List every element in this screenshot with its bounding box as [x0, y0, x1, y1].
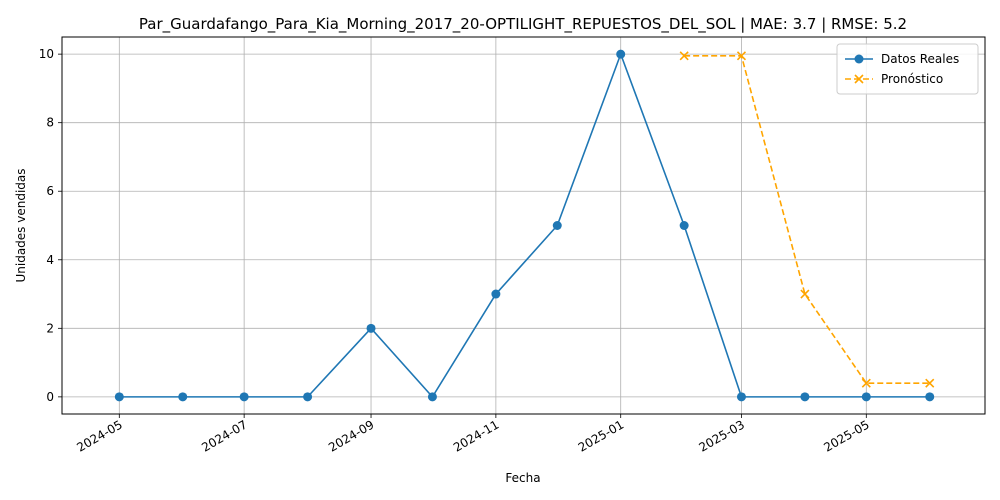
- data-point: [680, 221, 689, 230]
- x-tick-label: 2024-09: [326, 417, 376, 454]
- y-tick-label: 8: [46, 116, 54, 130]
- legend: Datos Reales Pronóstico: [837, 44, 978, 94]
- y-axis-ticks: 0 2 4 6 8 10: [39, 47, 62, 404]
- data-point: [616, 50, 625, 59]
- series-datos-reales: [115, 50, 934, 402]
- data-point: [862, 392, 871, 401]
- data-point: [428, 392, 437, 401]
- legend-marker: [855, 55, 864, 64]
- data-point: [115, 392, 124, 401]
- chart-title: Par_Guardafango_Para_Kia_Morning_2017_20…: [139, 15, 907, 34]
- x-tick-label: 2025-01: [576, 417, 626, 454]
- data-point: [737, 392, 746, 401]
- y-tick-label: 4: [46, 253, 54, 267]
- x-tick-label: 2024-11: [451, 417, 501, 454]
- x-axis-ticks: 2024-05 2024-07 2024-09 2024-11 2025-01 2025-…: [74, 414, 871, 455]
- data-point: [491, 290, 500, 299]
- data-point: [303, 392, 312, 401]
- x-axis-label: Fecha: [505, 471, 540, 485]
- series-pronostico: [680, 52, 934, 387]
- data-point: [178, 392, 187, 401]
- y-tick-label: 6: [46, 184, 54, 198]
- series-line: [119, 54, 929, 397]
- legend-label: Datos Reales: [881, 52, 959, 66]
- y-tick-label: 2: [46, 321, 54, 335]
- data-point: [240, 392, 249, 401]
- x-tick-label: 2024-05: [74, 417, 124, 454]
- x-tick-label: 2025-03: [697, 417, 747, 454]
- data-point: [800, 392, 809, 401]
- y-tick-label: 10: [39, 47, 54, 61]
- legend-label: Pronóstico: [881, 72, 943, 86]
- y-tick-label: 0: [46, 390, 54, 404]
- data-point: [925, 392, 934, 401]
- data-point: [553, 221, 562, 230]
- series-layer: [115, 50, 934, 402]
- data-point: [367, 324, 376, 333]
- x-tick-label: 2024-07: [199, 417, 249, 454]
- y-axis-label: Unidades vendidas: [14, 168, 28, 282]
- x-tick-label: 2025-05: [821, 417, 871, 454]
